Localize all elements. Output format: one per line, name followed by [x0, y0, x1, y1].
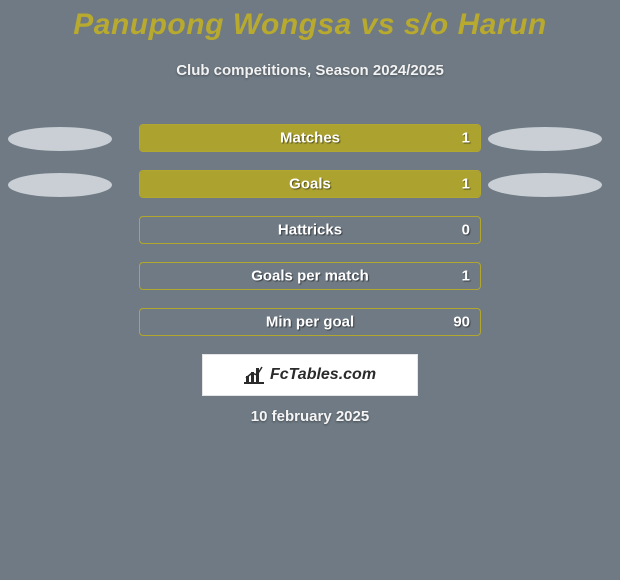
infographic-canvas: Panupong Wongsa vs s/o Harun Club compet…	[0, 0, 620, 580]
bar-track: Goals per match1	[139, 262, 481, 290]
bar-value-right: 1	[462, 268, 470, 285]
bar-value-right: 0	[462, 222, 470, 239]
logo-text: FcTables.com	[270, 366, 376, 384]
bar-label: Hattricks	[140, 222, 480, 239]
bar-label: Min per goal	[140, 314, 480, 331]
bar-track: Goals1	[139, 170, 481, 198]
page-title: Panupong Wongsa vs s/o Harun	[0, 8, 620, 42]
comparison-row: Hattricks0	[0, 216, 620, 246]
bar-value-right: 90	[453, 314, 470, 331]
page-subtitle: Club competitions, Season 2024/2025	[0, 62, 620, 79]
date-text: 10 february 2025	[0, 408, 620, 425]
bar-fill-right	[310, 171, 480, 197]
comparison-row: Goals per match1	[0, 262, 620, 292]
chart-icon	[244, 366, 264, 384]
comparison-row: Min per goal90	[0, 308, 620, 338]
bar-fill-left	[140, 125, 310, 151]
left-avatar-oval	[8, 127, 112, 151]
left-avatar-oval	[8, 173, 112, 197]
logo-box: FcTables.com	[202, 354, 418, 396]
bar-track: Hattricks0	[139, 216, 481, 244]
bar-fill-left	[140, 171, 310, 197]
comparison-bars: Matches1 Goals1 Hattricks0 Goals per match1…	[0, 124, 620, 354]
comparison-row: Matches1	[0, 124, 620, 154]
bar-track: Min per goal90	[139, 308, 481, 336]
bar-fill-right	[310, 125, 480, 151]
right-avatar-oval	[488, 173, 602, 197]
comparison-row: Goals1	[0, 170, 620, 200]
bar-label: Goals per match	[140, 268, 480, 285]
bar-track: Matches1	[139, 124, 481, 152]
right-avatar-oval	[488, 127, 602, 151]
